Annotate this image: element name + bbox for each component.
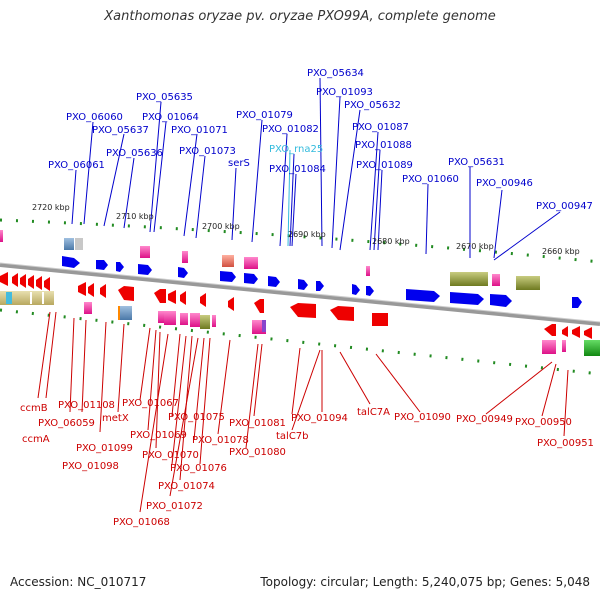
gene-label: PXO_06059: [38, 418, 95, 429]
gene-label: PXO_01074: [158, 481, 215, 492]
genome-backbone: [0, 263, 600, 326]
gene-label: PXO_01069: [130, 430, 187, 441]
gene-label: PXO_01098: [62, 461, 119, 472]
gene-label: PXO_01089: [356, 160, 413, 171]
gene-label: PXO_01079: [236, 110, 293, 121]
gene-label: PXO_05634: [307, 68, 364, 79]
gene-label: PXO_01099: [76, 443, 133, 454]
gene-label: PXO_01073: [179, 146, 236, 157]
gene-label: PXO_01064: [142, 112, 199, 123]
gene-label: talC7b: [276, 431, 309, 442]
forward-leader-lines: [71, 77, 561, 261]
gene-label: PXO_06061: [48, 160, 105, 171]
tick-label: 2670 kbp: [456, 242, 494, 251]
outer-tick-ring: [0, 218, 600, 264]
map-title: Xanthomonas oryzae pv. oryzae PXO99A, co…: [104, 9, 496, 24]
gene-label: PXO_01067: [122, 398, 179, 409]
gene-label: serS: [228, 158, 250, 169]
tick-label: 2660 kbp: [542, 247, 580, 256]
gene-label: PXO_01082: [262, 124, 319, 135]
gene-label: PXO_01068: [113, 517, 170, 528]
tick-label: 2680 kbp: [372, 237, 410, 246]
gene-label: PXO_01071: [171, 125, 228, 136]
gene-label: PXO_01081: [229, 418, 286, 429]
reverse-strand-genes: [0, 272, 592, 339]
forward-gene-labels: PXO_05634 PXO_01093 PXO_05635 PXO_05632 …: [48, 68, 593, 212]
forward-strand-genes: [62, 256, 582, 308]
gene-label: PXO_01094: [291, 413, 348, 424]
gene-label: PXO_01108: [58, 400, 115, 411]
gene-label: PXO_00950: [515, 417, 572, 428]
gene-label: PXO_01087: [352, 122, 409, 133]
accession-label: Accession: NC_010717: [10, 575, 147, 589]
topology-label: Topology: circular; Length: 5,240,075 bp…: [260, 575, 590, 589]
gene-label: PXO_00947: [536, 201, 593, 212]
gene-label: PXO_01093: [316, 87, 373, 98]
gene-label: PXO_01080: [229, 447, 286, 458]
gene-label: PXO_00951: [537, 438, 594, 449]
rna-label: PXO_rna25: [269, 144, 323, 155]
gene-label: PXO_05631: [448, 157, 505, 168]
gene-label: PXO_00949: [456, 414, 513, 425]
gene-label: talC7A: [357, 407, 390, 418]
gene-label: PXO_05636: [106, 148, 163, 159]
gene-label: ccmB: [20, 403, 48, 414]
gene-label: PXO_00946: [476, 178, 533, 189]
gene-label: PXO_05637: [92, 125, 149, 136]
tick-labels: 2720 kbp 2710 kbp 2700 kbp 2690 kbp 2680…: [32, 203, 580, 256]
forward-strand-blocks: [0, 230, 540, 290]
reverse-leader-lines: [37, 311, 569, 513]
gene-label: ccmA: [22, 434, 50, 445]
gene-label: PXO_01060: [402, 174, 459, 185]
gene-label: PXO_01072: [146, 501, 203, 512]
gene-label: PXO_01076: [170, 463, 227, 474]
reverse-gene-labels: PXO_01067 PXO_01108 ccmB PXO_06059 metX …: [20, 398, 594, 528]
reverse-strand-blocks: [0, 291, 600, 356]
inner-tick-ring: [0, 308, 600, 376]
tick-label: 2720 kbp: [32, 203, 70, 212]
tick-label: 2710 kbp: [116, 212, 154, 221]
gene-label: PXO_01078: [192, 435, 249, 446]
genome-map: 2720 kbp 2710 kbp 2700 kbp 2690 kbp 2680…: [0, 68, 600, 528]
gene-label: metX: [102, 413, 129, 424]
gene-label: PXO_05632: [344, 100, 401, 111]
gene-label: PXO_01084: [269, 164, 326, 175]
tick-label: 2700 kbp: [202, 222, 240, 231]
gene-label: PXO_05635: [136, 92, 193, 103]
gene-label: PXO_01070: [142, 450, 199, 461]
gene-label: PXO_06060: [66, 112, 123, 123]
tick-label: 2690 kbp: [288, 230, 326, 239]
gene-label: PXO_01075: [168, 412, 225, 423]
gene-label: PXO_01088: [355, 140, 412, 151]
gene-label: PXO_01090: [394, 412, 451, 423]
